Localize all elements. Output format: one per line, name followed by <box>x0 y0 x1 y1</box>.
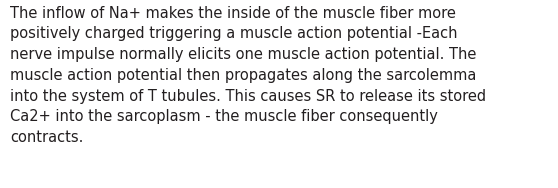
Text: The inflow of Na+ makes the inside of the muscle fiber more
positively charged t: The inflow of Na+ makes the inside of th… <box>10 6 486 145</box>
